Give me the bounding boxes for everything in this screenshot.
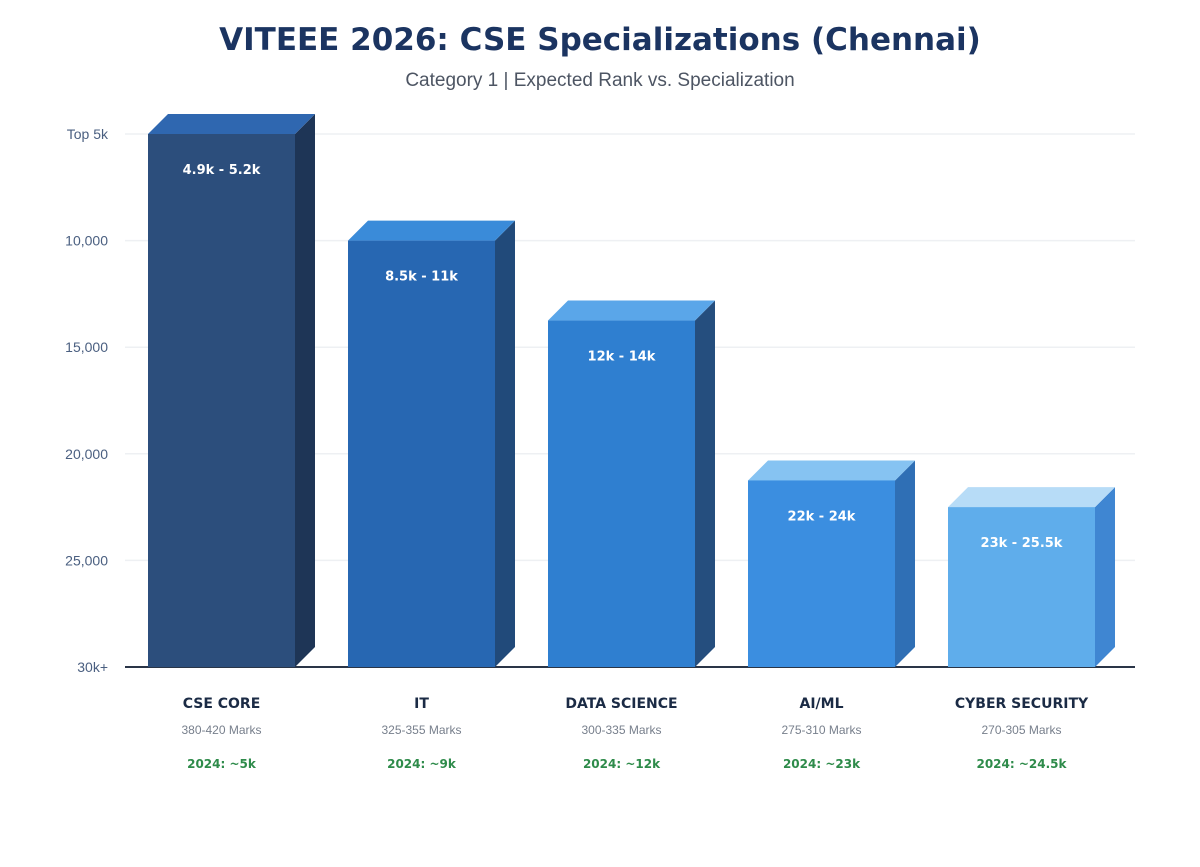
bar-value-label: 23k - 25.5k [981,536,1063,551]
y-tick-label: 25,000 [65,552,108,568]
bar-side [1095,487,1115,667]
y-axis-ticks: Top 5k 10,000 15,000 20,000 25,000 30k+ [65,126,109,675]
bar-side [695,300,715,667]
category-2024-rank: 2024: ~5k [187,757,257,771]
bar-top [548,300,715,321]
bar-front [748,480,895,667]
bar-side [295,114,315,667]
category-marks: 380-420 Marks [181,723,261,737]
bar-cse-core: 4.9k - 5.2k [148,114,315,667]
bar-side [895,460,915,667]
bar-top [148,114,315,134]
bar-front [348,240,495,667]
category-marks: 270-305 Marks [981,723,1061,737]
bar-value-label: 22k - 24k [788,509,856,524]
category-label: AI/ML [799,696,843,712]
y-tick-label: Top 5k [67,126,109,142]
chart-title: VITEEE 2026: CSE Specializations (Chenna… [219,22,981,58]
x-axis-labels: CSE CORE 380-420 Marks 2024: ~5k IT 325-355 … [181,696,1089,771]
category-2024-rank: 2024: ~23k [783,757,861,771]
bar-top [948,487,1115,508]
bars: 4.9k - 5.2k 8.5k - 11k 12k - 14k 22k - 24k 2… [148,114,1115,667]
bar-it: 8.5k - 11k [348,220,515,667]
bar-cyber-security: 23k - 25.5k [948,487,1115,667]
bar-front [948,507,1095,667]
category-marks: 300-335 Marks [581,723,661,737]
bar-side [495,220,515,667]
y-tick-label: 30k+ [77,659,108,675]
bar-ai-ml: 22k - 24k [748,460,915,667]
category-2024-rank: 2024: ~24.5k [976,757,1067,771]
category-label: CSE CORE [183,696,261,712]
category-label: CYBER SECURITY [955,696,1089,712]
bar-value-label: 12k - 14k [588,350,656,365]
bar-top [748,460,915,481]
y-tick-label: 15,000 [65,339,108,355]
category-2024-rank: 2024: ~9k [387,757,457,771]
y-tick-label: 20,000 [65,446,108,462]
bar-front [548,320,695,667]
category-marks: 275-310 Marks [781,723,861,737]
chart-subtitle: Category 1 | Expected Rank vs. Specializ… [405,70,795,91]
bar-top [348,220,515,241]
bar-front [148,134,295,667]
y-tick-label: 10,000 [65,233,108,249]
category-label: DATA SCIENCE [565,696,677,712]
category-label: IT [414,696,429,712]
bar-data-science: 12k - 14k [548,300,715,667]
bar-value-label: 4.9k - 5.2k [183,163,261,178]
category-2024-rank: 2024: ~12k [583,757,661,771]
category-marks: 325-355 Marks [381,723,461,737]
bar-value-label: 8.5k - 11k [385,270,458,285]
